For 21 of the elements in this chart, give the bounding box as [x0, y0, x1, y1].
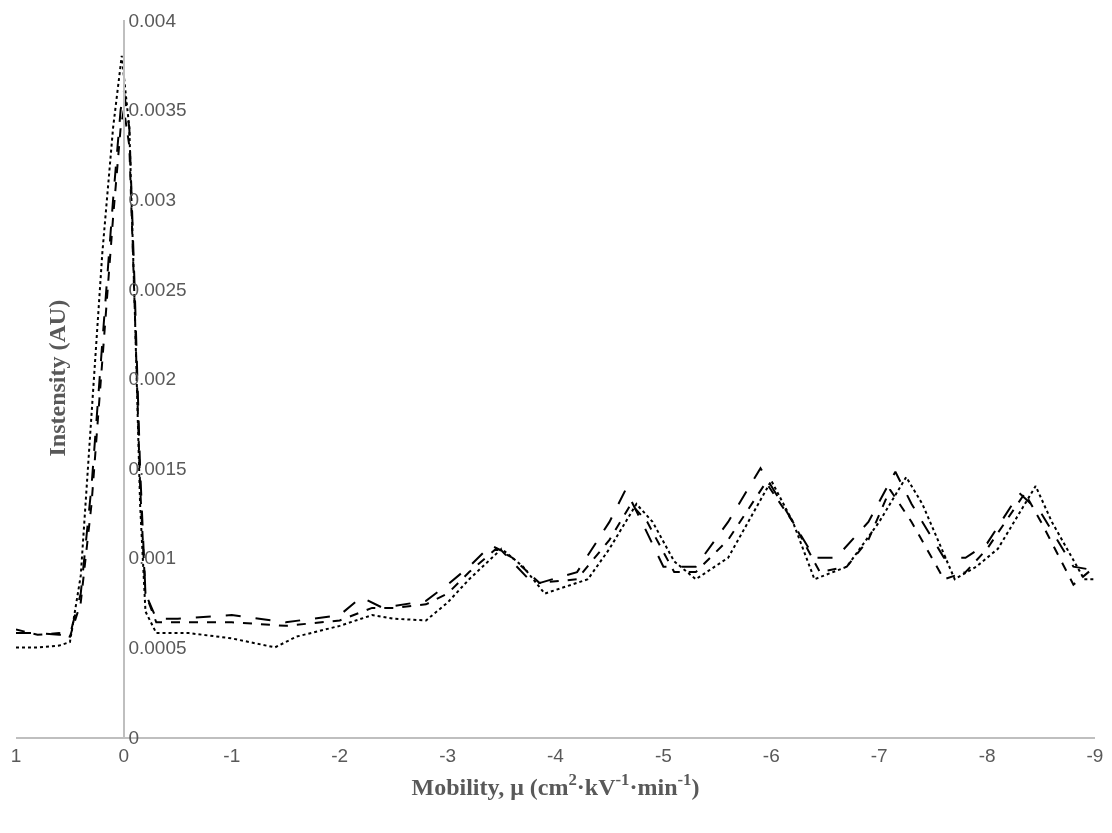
- y-tick-label: 0.003: [128, 188, 176, 210]
- x-tick-label: -6: [762, 744, 780, 766]
- y-tick-label: 0.0025: [128, 278, 187, 300]
- x-tick-label: -5: [654, 744, 672, 766]
- x-tick-label: -9: [1086, 744, 1104, 766]
- y-tick-label: 0: [128, 726, 140, 748]
- y-tick-label: 0.0005: [128, 637, 187, 659]
- x-tick-label: -2: [331, 744, 349, 766]
- x-tick-label: -3: [439, 744, 457, 766]
- y-tick-label: 0.002: [128, 368, 176, 390]
- y-tick-label: 0.0035: [128, 99, 187, 121]
- y-tick-label: 0.001: [128, 547, 176, 569]
- x-axis-title: Mobility, μ (cm$^{2}$·kV$^{-1}$·min$^{-1}$): [411, 770, 700, 801]
- x-tick-label: 1: [10, 744, 22, 766]
- y-axis-title: Instensity (AU): [43, 299, 70, 457]
- y-tick-label: 0.0015: [128, 457, 187, 479]
- x-tick-label: -8: [978, 744, 996, 766]
- y-tick-label: 0.004: [128, 9, 177, 31]
- x-tick-label: -4: [547, 744, 565, 766]
- x-tick-label: -7: [870, 744, 888, 766]
- x-tick-label: -1: [223, 744, 241, 766]
